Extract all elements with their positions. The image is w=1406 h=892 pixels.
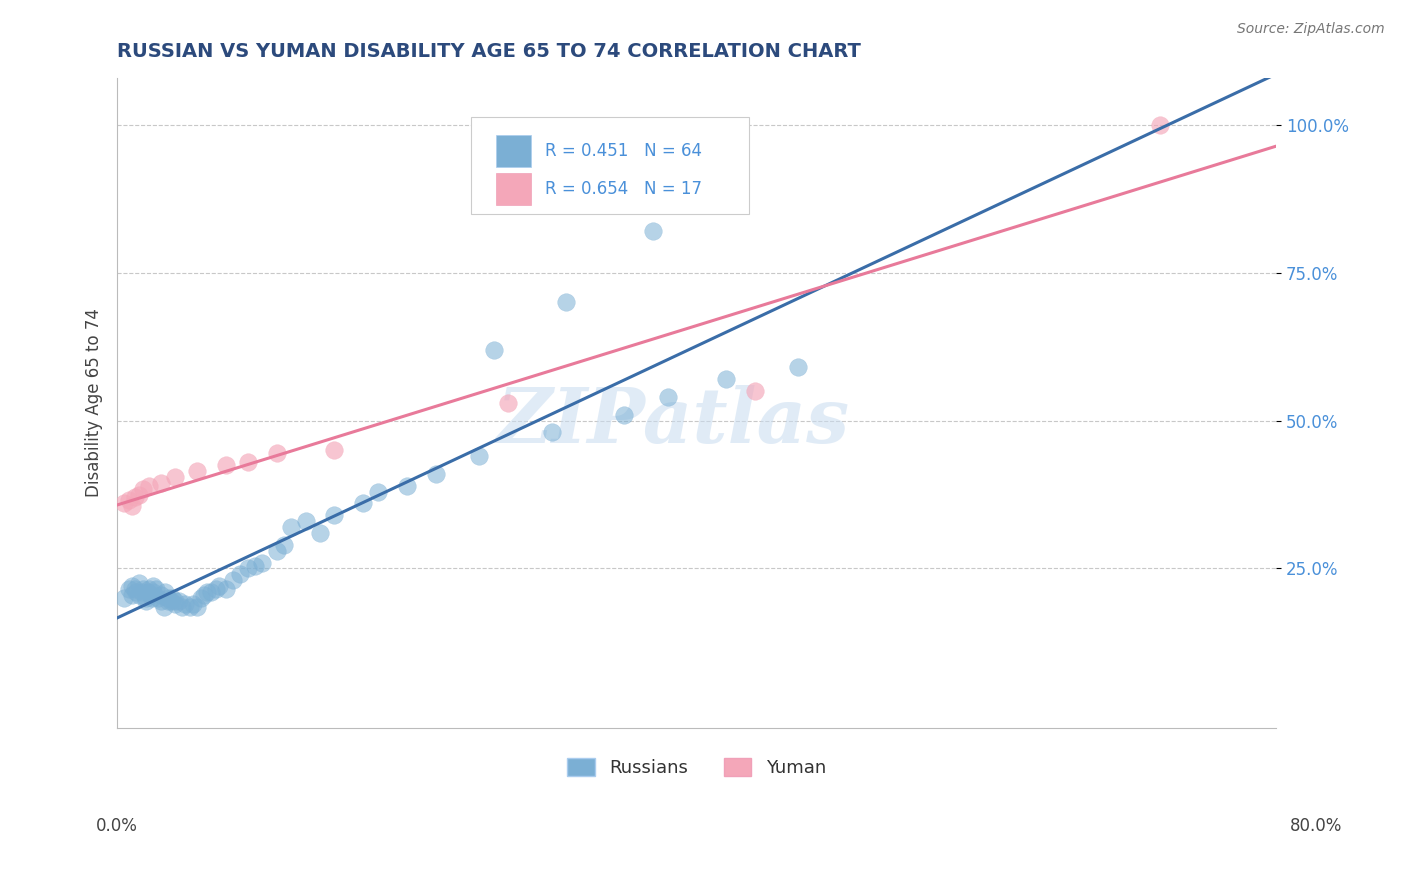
- Point: [149, 588, 172, 602]
- Point: [121, 579, 143, 593]
- Point: [229, 567, 252, 582]
- Point: [128, 588, 150, 602]
- Point: [555, 295, 578, 310]
- Point: [125, 585, 148, 599]
- Point: [138, 582, 160, 596]
- Point: [236, 455, 259, 469]
- Point: [135, 594, 157, 608]
- Point: [309, 526, 332, 541]
- Point: [367, 484, 389, 499]
- Point: [132, 582, 155, 596]
- Point: [714, 372, 737, 386]
- Point: [181, 597, 204, 611]
- Point: [132, 482, 155, 496]
- Point: [141, 591, 163, 605]
- Point: [114, 591, 136, 605]
- Point: [207, 579, 229, 593]
- Point: [744, 384, 766, 398]
- Point: [145, 582, 167, 596]
- FancyBboxPatch shape: [496, 135, 531, 168]
- Point: [172, 599, 194, 614]
- Point: [165, 597, 187, 611]
- Point: [153, 585, 176, 599]
- Text: 80.0%: 80.0%: [1291, 817, 1343, 835]
- Point: [266, 446, 288, 460]
- Text: R = 0.451   N = 64: R = 0.451 N = 64: [546, 142, 702, 161]
- Point: [174, 597, 197, 611]
- Point: [250, 556, 273, 570]
- Point: [159, 594, 181, 608]
- Point: [152, 599, 174, 614]
- Point: [204, 582, 226, 596]
- Point: [135, 591, 157, 605]
- Point: [118, 582, 141, 596]
- Point: [118, 493, 141, 508]
- Point: [165, 470, 187, 484]
- Point: [179, 599, 201, 614]
- Point: [195, 585, 218, 599]
- Point: [200, 585, 222, 599]
- FancyBboxPatch shape: [471, 117, 749, 214]
- Point: [128, 487, 150, 501]
- Point: [186, 464, 208, 478]
- Point: [273, 538, 295, 552]
- Point: [114, 496, 136, 510]
- Y-axis label: Disability Age 65 to 74: Disability Age 65 to 74: [86, 309, 103, 498]
- Point: [121, 500, 143, 514]
- Point: [425, 467, 447, 481]
- Point: [222, 574, 245, 588]
- Point: [266, 543, 288, 558]
- Text: RUSSIAN VS YUMAN DISABILITY AGE 65 TO 74 CORRELATION CHART: RUSSIAN VS YUMAN DISABILITY AGE 65 TO 74…: [117, 42, 860, 61]
- Point: [353, 496, 375, 510]
- Point: [468, 449, 491, 463]
- Point: [323, 443, 346, 458]
- Text: 0.0%: 0.0%: [96, 817, 138, 835]
- Point: [215, 582, 238, 596]
- Point: [482, 343, 505, 357]
- Point: [236, 561, 259, 575]
- Point: [613, 408, 636, 422]
- Point: [149, 475, 172, 490]
- Point: [190, 591, 212, 605]
- Point: [139, 588, 162, 602]
- Point: [142, 585, 165, 599]
- Point: [395, 478, 418, 492]
- Point: [146, 591, 169, 605]
- Text: Source: ZipAtlas.com: Source: ZipAtlas.com: [1237, 22, 1385, 37]
- FancyBboxPatch shape: [496, 173, 531, 205]
- Point: [169, 594, 191, 608]
- Point: [156, 591, 179, 605]
- Point: [124, 491, 146, 505]
- Point: [215, 458, 238, 472]
- Text: ZIPatlas: ZIPatlas: [496, 385, 851, 459]
- Point: [294, 514, 316, 528]
- Text: R = 0.654   N = 17: R = 0.654 N = 17: [546, 180, 702, 198]
- Point: [131, 585, 153, 599]
- Point: [156, 594, 179, 608]
- Point: [186, 599, 208, 614]
- Point: [787, 360, 810, 375]
- Point: [498, 396, 520, 410]
- Point: [1149, 118, 1171, 132]
- Point: [280, 520, 302, 534]
- Legend: Russians, Yuman: Russians, Yuman: [560, 750, 832, 784]
- Point: [136, 585, 159, 599]
- Point: [540, 425, 562, 440]
- Point: [193, 588, 215, 602]
- Point: [162, 591, 184, 605]
- Point: [142, 579, 165, 593]
- Point: [138, 478, 160, 492]
- Point: [243, 558, 266, 573]
- Point: [128, 576, 150, 591]
- Point: [124, 582, 146, 596]
- Point: [121, 588, 143, 602]
- Point: [323, 508, 346, 523]
- Point: [165, 594, 187, 608]
- Point: [149, 594, 172, 608]
- Point: [657, 390, 679, 404]
- Point: [643, 224, 665, 238]
